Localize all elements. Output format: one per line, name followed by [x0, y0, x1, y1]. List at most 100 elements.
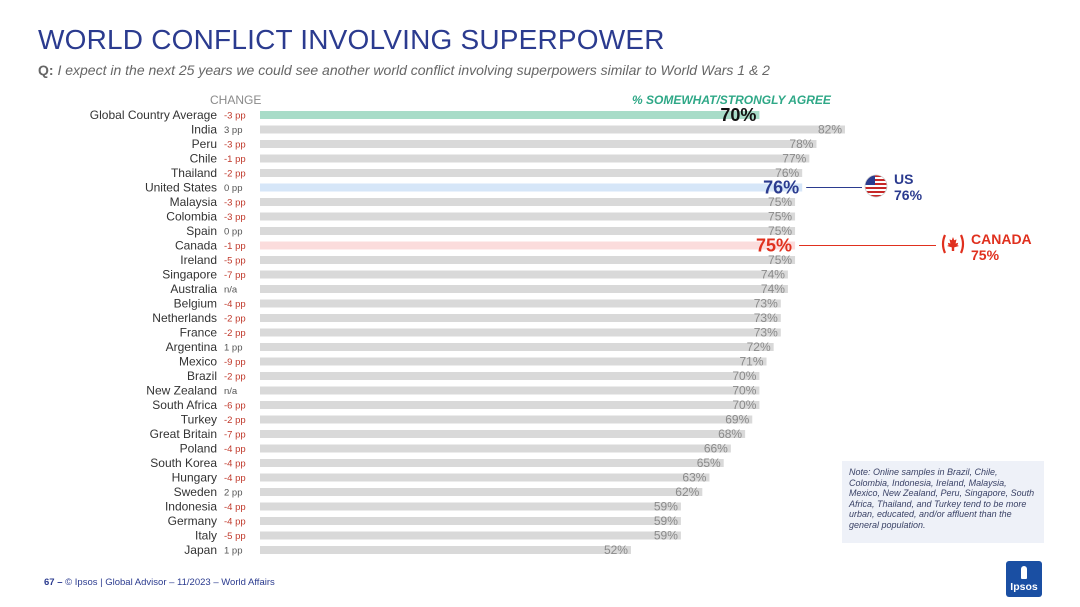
logo-text: Ipsos — [1010, 581, 1038, 593]
country-label: Germany — [168, 514, 217, 528]
question-text: I expect in the next 25 years we could s… — [57, 62, 770, 78]
change-label: -4 pp — [224, 299, 246, 310]
country-label: Global Country Average — [90, 108, 218, 122]
change-label: -6 pp — [224, 401, 246, 412]
change-column-header: CHANGE — [210, 93, 262, 107]
bar — [260, 401, 760, 409]
change-label: -3 pp — [224, 198, 246, 209]
value-label: 71% — [739, 355, 763, 369]
country-label: Ireland — [180, 253, 217, 267]
bar — [260, 212, 796, 221]
value-label: 75% — [756, 236, 792, 256]
country-label: Great Britain — [150, 427, 217, 441]
bar — [260, 415, 753, 424]
bar — [260, 386, 760, 395]
change-label: -2 pp — [224, 169, 246, 180]
bar — [260, 227, 796, 235]
bar — [260, 183, 803, 192]
value-label: 74% — [761, 268, 785, 282]
value-label: 73% — [754, 311, 778, 325]
change-label: 0 pp — [224, 183, 243, 194]
change-label: 1 pp — [224, 343, 243, 354]
ipsos-logo: Ipsos — [1006, 561, 1042, 597]
us-callout-label: US — [894, 171, 914, 187]
change-label: -9 pp — [224, 357, 246, 368]
question-label: Q: — [38, 62, 54, 78]
value-label: 75% — [768, 224, 792, 238]
value-label: 52% — [604, 543, 628, 557]
footer-text: © Ipsos | Global Advisor – 11/2023 – Wor… — [65, 577, 275, 588]
country-label: Poland — [180, 442, 217, 456]
bar — [260, 357, 767, 366]
country-label: Thailand — [171, 166, 217, 180]
change-label: -1 pp — [224, 154, 246, 165]
value-label: 74% — [761, 282, 785, 296]
country-label: Mexico — [179, 355, 217, 369]
change-label: 1 pp — [224, 546, 243, 557]
bar — [260, 256, 796, 264]
canada-callout-label: CANADA — [971, 231, 1032, 247]
bar — [260, 270, 788, 279]
change-label: -3 pp — [224, 140, 246, 151]
country-label: Netherlands — [152, 311, 217, 325]
country-label: Colombia — [166, 210, 217, 224]
country-label: Italy — [195, 529, 217, 543]
bar — [260, 517, 681, 525]
change-label: -5 pp — [224, 531, 246, 542]
change-label: -4 pp — [224, 473, 246, 484]
change-label: -4 pp — [224, 517, 246, 528]
change-label: n/a — [224, 285, 238, 296]
bar — [260, 372, 760, 380]
change-label: -4 pp — [224, 444, 246, 455]
bar — [260, 546, 631, 554]
bar — [260, 241, 796, 250]
canada-callout-value: 75% — [971, 247, 1000, 263]
value-label: 68% — [718, 427, 742, 441]
us-callout: US 76% — [894, 171, 922, 203]
value-label: 70% — [732, 398, 756, 412]
value-label: 59% — [654, 514, 678, 528]
value-label: 82% — [818, 123, 842, 137]
canada-callout: CANADA 75% — [971, 231, 1032, 263]
bar — [260, 154, 810, 163]
country-label: Argentina — [166, 340, 218, 354]
value-label: 77% — [782, 152, 806, 166]
value-label: 69% — [725, 413, 749, 427]
value-label: 73% — [754, 297, 778, 311]
bar — [260, 430, 746, 438]
value-label: 78% — [789, 137, 813, 151]
change-label: -4 pp — [224, 502, 246, 513]
bar — [260, 444, 731, 453]
bar — [260, 314, 781, 322]
change-label: -5 pp — [224, 256, 246, 267]
value-label: 59% — [654, 529, 678, 543]
us-flag-icon — [864, 174, 888, 198]
country-label: New Zealand — [146, 384, 217, 398]
page-number: 67 – — [44, 577, 63, 588]
logo-mark — [1021, 566, 1027, 579]
value-label: 76% — [775, 166, 799, 180]
country-label: Canada — [175, 239, 217, 253]
change-label: -7 pp — [224, 270, 246, 281]
change-label: 0 pp — [224, 227, 243, 238]
country-label: Turkey — [181, 413, 217, 427]
change-label: 3 pp — [224, 125, 243, 136]
change-label: -2 pp — [224, 328, 246, 339]
value-label: 70% — [732, 384, 756, 398]
bar — [260, 531, 681, 540]
change-label: 2 pp — [224, 488, 243, 499]
bar — [260, 285, 788, 293]
country-label: Spain — [186, 224, 217, 238]
bar — [260, 198, 796, 206]
bar — [260, 473, 710, 482]
country-label: Brazil — [187, 369, 217, 383]
note-box: Note: Online samples in Brazil, Chile, C… — [842, 461, 1044, 543]
change-label: -1 pp — [224, 241, 246, 252]
bar — [260, 328, 781, 337]
country-label: Japan — [184, 543, 217, 557]
question: Q: I expect in the next 25 years we coul… — [38, 62, 770, 78]
change-label: -2 pp — [224, 372, 246, 383]
value-label: 76% — [763, 178, 799, 198]
bar — [260, 502, 681, 511]
